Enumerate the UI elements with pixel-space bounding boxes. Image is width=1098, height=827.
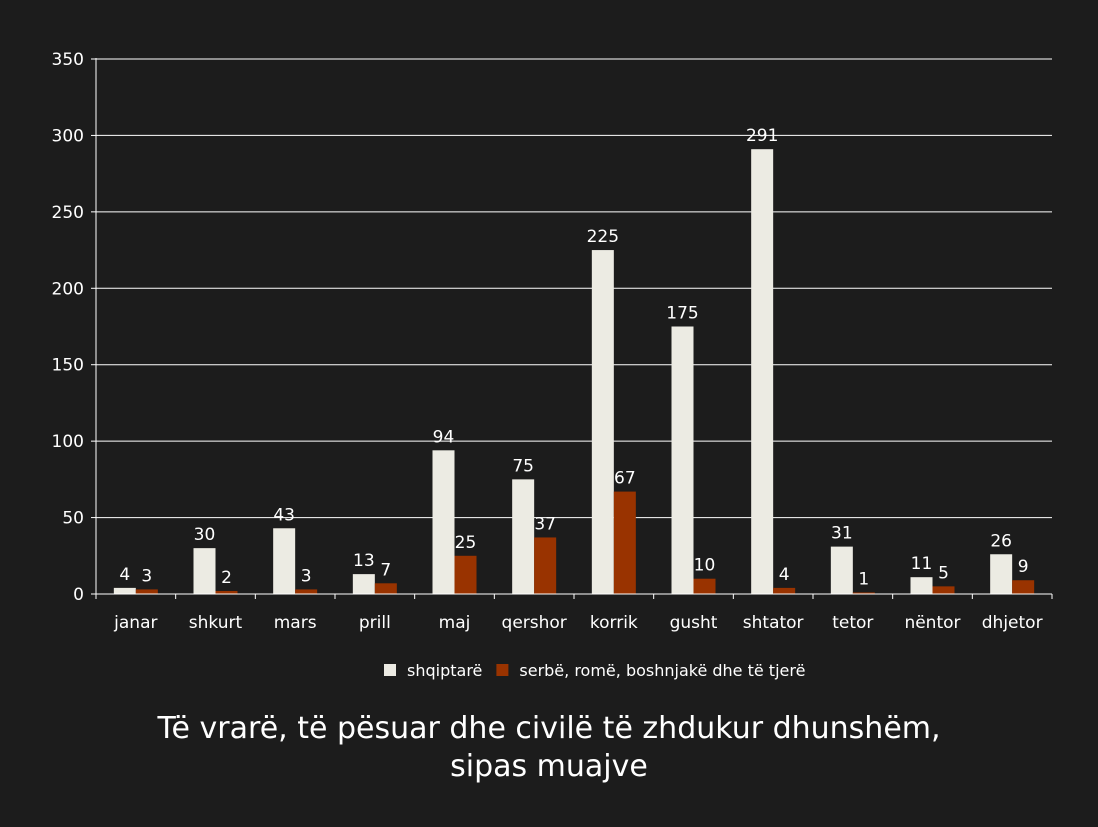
x-category-label: shkurt: [189, 613, 243, 633]
bar-te-tjere-0: [135, 589, 158, 594]
data-label: 43: [273, 505, 295, 525]
y-tick-label: 200: [52, 279, 84, 299]
y-axis-ticks: 0 50 100 150 200 250 300 350: [52, 50, 96, 605]
chart-title: Të vrarë, të pësuar dhe civilë të zhduku…: [0, 710, 1098, 786]
legend: shqiptarë serbë, romë, boshnjakë dhe të t…: [384, 661, 805, 680]
bar-te-tjere-8: [773, 587, 796, 594]
x-category-label: dhjetor: [982, 613, 1043, 633]
x-category-label: tetor: [832, 613, 873, 633]
data-label: 37: [534, 514, 556, 534]
legend-label: serbë, romë, boshnjakë dhe të tjerë: [519, 661, 805, 680]
bar-te-tjere-5: [534, 537, 557, 594]
bar-shqiptare-5: [512, 479, 535, 594]
data-label: 3: [301, 566, 312, 586]
data-label: 3: [141, 566, 152, 586]
bar-te-tjere-11: [1012, 580, 1035, 594]
data-label: 291: [746, 126, 778, 146]
data-label: 25: [455, 533, 477, 553]
bar-shqiptare-4: [432, 450, 455, 594]
data-label: 30: [194, 525, 216, 545]
data-label: 31: [831, 524, 853, 544]
y-tick-label: 100: [52, 432, 84, 452]
x-category-label: janar: [113, 613, 157, 633]
data-label: 75: [512, 456, 534, 476]
bar-te-tjere-2: [295, 589, 318, 594]
x-category-label: korrik: [590, 613, 638, 633]
bar-shqiptare-7: [671, 326, 694, 594]
x-category-label: gusht: [670, 613, 718, 633]
data-label: 225: [587, 227, 619, 247]
data-label: 1: [858, 569, 869, 589]
data-label: 4: [779, 565, 790, 585]
y-tick-label: 300: [52, 126, 84, 146]
data-label: 13: [353, 551, 375, 571]
axes: [95, 58, 1053, 599]
bars: [113, 149, 1035, 595]
y-tick-label: 350: [52, 50, 84, 70]
data-label: 4: [119, 565, 130, 585]
bar-shqiptare-1: [193, 548, 216, 594]
y-tick-label: 150: [52, 356, 84, 376]
bar-shqiptare-6: [591, 250, 614, 595]
bar-shqiptare-8: [751, 149, 774, 594]
data-label: 11: [911, 554, 933, 574]
bar-te-tjere-10: [932, 586, 955, 594]
data-label: 2: [221, 568, 232, 588]
x-category-label: nëntor: [904, 613, 960, 633]
bar-te-tjere-9: [852, 592, 875, 594]
bar-te-tjere-1: [215, 590, 238, 594]
bar-te-tjere-3: [374, 583, 397, 594]
bar-shqiptare-3: [352, 574, 375, 594]
y-tick-label: 250: [52, 203, 84, 223]
data-label: 7: [380, 560, 391, 580]
bar-shqiptare-10: [910, 577, 933, 594]
legend-swatch: [496, 664, 509, 676]
legend-swatch: [384, 664, 396, 676]
legend-label: shqiptarë: [407, 661, 482, 680]
bar-shqiptare-11: [990, 554, 1013, 594]
bar-te-tjere-7: [693, 578, 716, 594]
chart-title-line-1: Të vrarë, të pësuar dhe civilë të zhduku…: [157, 711, 941, 746]
bar-shqiptare-9: [830, 546, 853, 594]
bar-te-tjere-4: [454, 555, 477, 594]
data-label: 175: [666, 304, 698, 324]
data-label: 5: [938, 563, 949, 583]
x-category-label: shtator: [743, 613, 804, 633]
data-label: 10: [694, 556, 716, 576]
data-label: 9: [1018, 557, 1029, 577]
x-axis-categories: janar shkurt mars prill maj qershor korrik gush…: [113, 613, 1042, 633]
data-label: 94: [433, 427, 455, 447]
x-category-label: mars: [274, 613, 317, 633]
bar-shqiptare-0: [113, 587, 136, 594]
x-category-label: maj: [439, 613, 471, 633]
y-tick-label: 0: [73, 585, 84, 605]
x-category-label: prill: [359, 613, 391, 633]
bar-shqiptare-2: [273, 528, 296, 594]
data-label: 26: [990, 531, 1012, 551]
chart-title-line-2: sipas muajve: [450, 749, 648, 784]
grid-lines: [96, 58, 1052, 519]
data-label: 67: [614, 469, 636, 489]
y-tick-label: 50: [62, 509, 84, 529]
bar-te-tjere-6: [613, 491, 636, 594]
x-category-label: qershor: [502, 613, 567, 633]
